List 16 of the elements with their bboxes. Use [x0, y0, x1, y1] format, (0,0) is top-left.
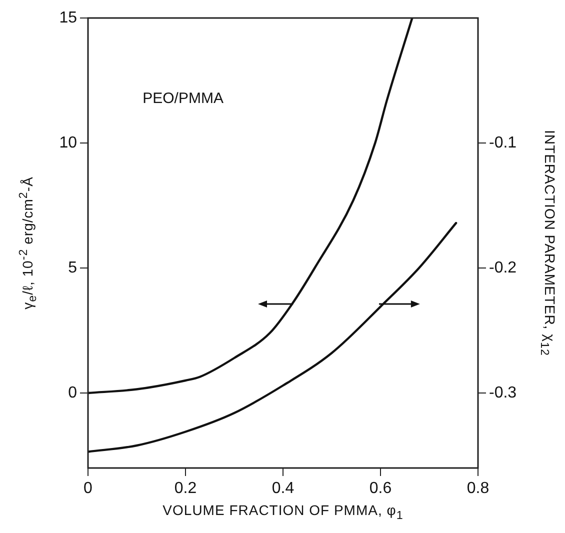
- y2-tick-label: -0.3: [489, 384, 517, 402]
- x-axis-title: VOLUME FRACTION OF PMMA, φ$_{1}$: [162, 502, 404, 522]
- y-tick-label: 10: [59, 134, 78, 152]
- x-tick-label: 0: [84, 480, 93, 498]
- x-tick-label: 0.4: [272, 480, 294, 498]
- annotation: PEO/PMMA: [142, 90, 224, 108]
- y-tick-label: 15: [59, 9, 78, 26]
- line-series: [88, 222, 458, 453]
- y2-tick-label: -0.2: [489, 259, 517, 276]
- y-tick-label: 0: [68, 384, 78, 402]
- x-tick-label: 0.6: [369, 480, 392, 498]
- x-tick-label: 0.8: [466, 480, 490, 498]
- line-series: [88, 18, 414, 394]
- y2-tick-label: -0.1: [489, 134, 517, 152]
- y-tick-label: 5: [68, 259, 78, 276]
- x-tick-label: 0.2: [174, 480, 197, 498]
